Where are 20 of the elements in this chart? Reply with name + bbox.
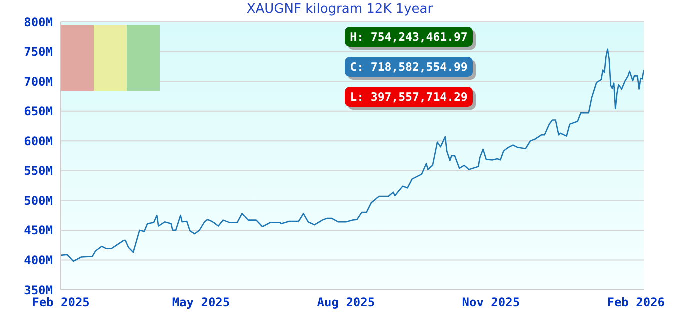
y-tick-label: 350M [24, 283, 53, 298]
y-tick-label: 450M [24, 224, 53, 238]
x-tick-label: May 2025 [172, 296, 230, 310]
chart-title: XAUGNF kilogram 12K 1year [246, 2, 434, 17]
x-tick-label: Feb 2026 [607, 296, 666, 310]
line-series [61, 48, 644, 262]
x-tick-label: Nov 2025 [462, 296, 520, 310]
y-tick-label: 600M [24, 134, 53, 148]
y-tick-label: 750M [24, 45, 53, 60]
y-tick-label: 400M [24, 253, 53, 268]
y-tick-label: 650M [24, 104, 53, 119]
annotation: C: 718,582,554.99 [345, 57, 473, 77]
annotation: L: 397,557,714.29 [345, 87, 473, 107]
annotation: H: 754,243,461.97 [345, 27, 473, 47]
y-tick-label: 700M [24, 74, 53, 89]
y-tick-label: 800M [24, 15, 53, 30]
x-tick-label: Feb 2025 [32, 296, 90, 310]
y-tick-label: 500M [24, 194, 53, 208]
y-tick-label: 550M [24, 164, 53, 178]
x-tick-label: Aug 2025 [317, 296, 376, 310]
